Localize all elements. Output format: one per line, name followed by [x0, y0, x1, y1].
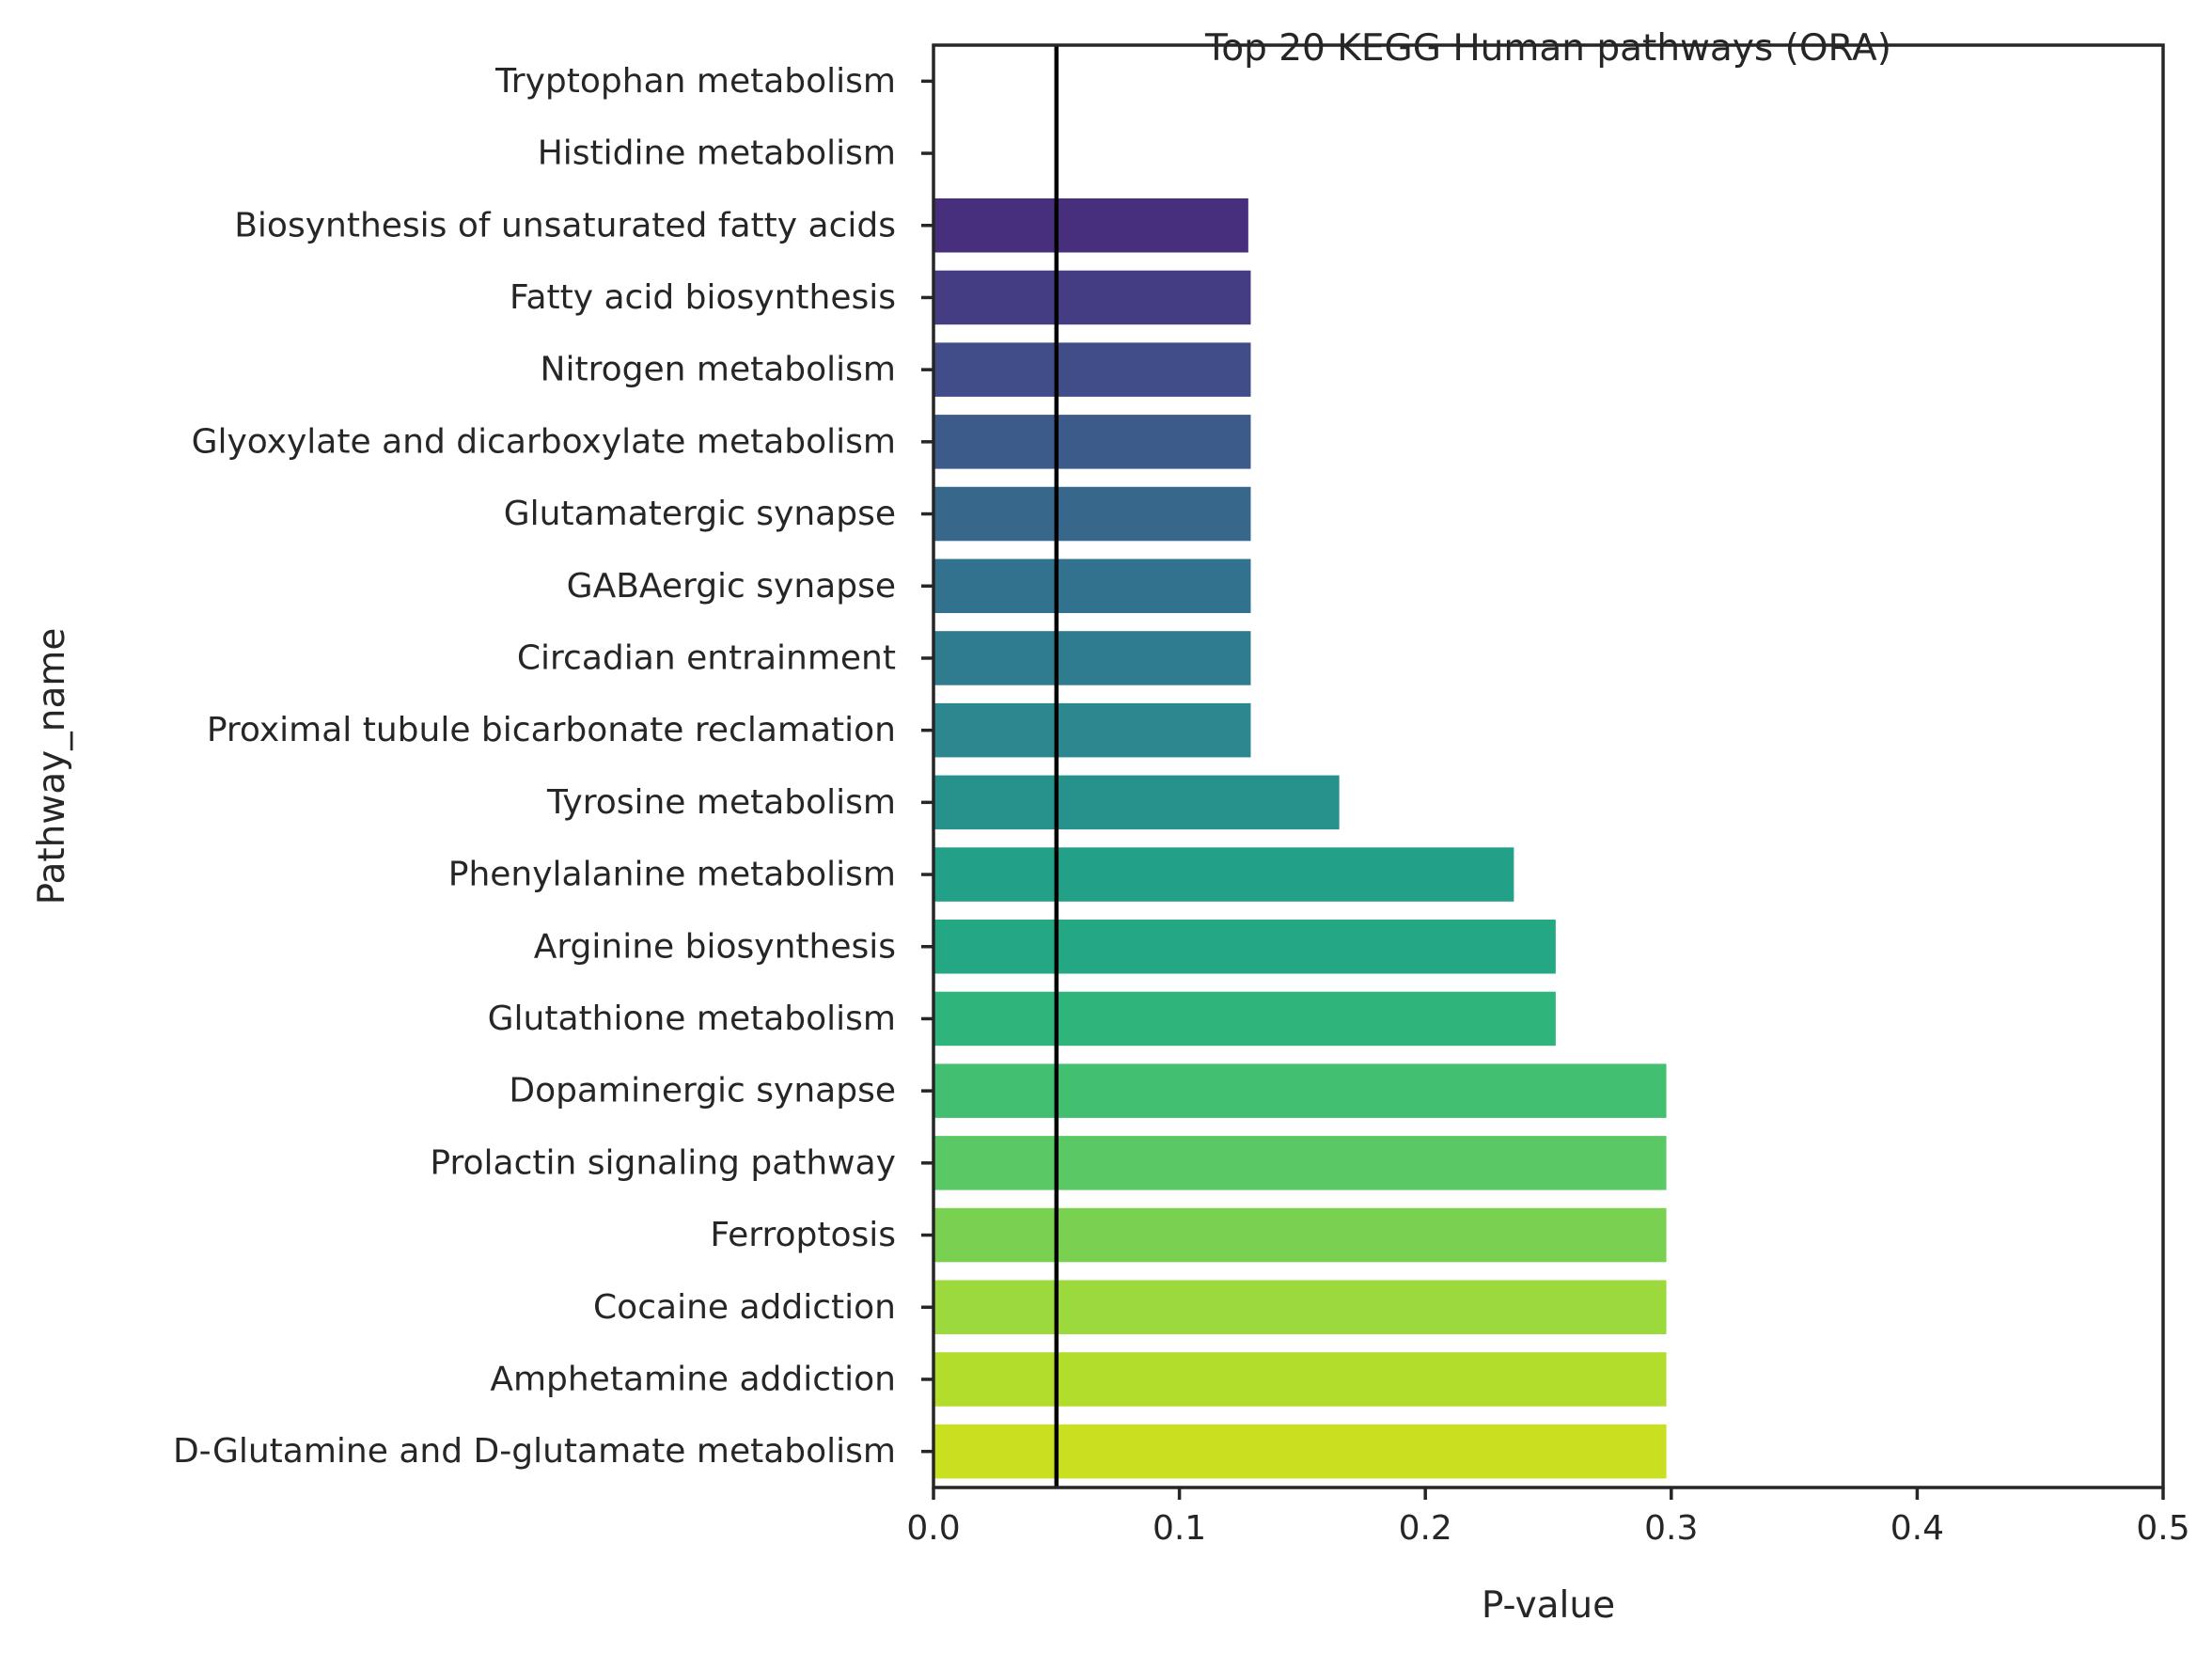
bar-glutathione-metabolism	[933, 991, 1556, 1047]
y-tick-label: Glutathione metabolism	[488, 1000, 896, 1038]
x-tick-label: 0.0	[906, 1509, 960, 1548]
y-tick-label: Glutamatergic synapse	[504, 495, 896, 533]
bar-arginine-biosynthesis	[933, 919, 1556, 974]
y-tick-label: Fatty acid biosynthesis	[510, 278, 896, 317]
y-tick-label: Nitrogen metabolism	[541, 351, 896, 389]
y-tick-label: Tyrosine metabolism	[546, 783, 896, 822]
x-tick-label: 0.5	[2136, 1509, 2189, 1548]
x-tick-label: 0.1	[1153, 1509, 1206, 1548]
y-tick-label: Tryptophan metabolism	[494, 62, 896, 101]
y-tick-label: Phenylalanine metabolism	[448, 856, 896, 894]
y-axis-ticks: Tryptophan metabolism Histidine metabolis…	[173, 62, 933, 1471]
x-tick-label: 0.4	[1890, 1509, 1944, 1548]
plot-border	[932, 43, 2165, 1489]
y-tick-label: Arginine biosynthesis	[534, 927, 896, 966]
y-tick-label: Dopaminergic synapse	[509, 1072, 896, 1110]
y-axis-label: Pathway_name	[31, 628, 73, 905]
y-tick-label: Cocaine addiction	[593, 1288, 896, 1327]
y-tick-label: Proximal tubule bicarbonate reclamation	[207, 711, 896, 749]
y-tick-label: Ferroptosis	[710, 1216, 896, 1254]
bar-biosynthesis-of-unsaturated-fatty-acids	[933, 197, 1248, 253]
bar-amphetamine-addiction	[933, 1352, 1667, 1407]
bar-tyrosine-metabolism	[933, 775, 1340, 830]
bar-proximal-tubule-bicarbonate-reclamation	[933, 702, 1251, 758]
x-axis-label: P-value	[1482, 1584, 1615, 1627]
x-axis-ticks: 0.0 0.1 0.2 0.3 0.4 0.5	[906, 1488, 2190, 1548]
bar-gabaergic-synapse	[933, 559, 1251, 614]
bar-glutamatergic-synapse	[933, 486, 1251, 542]
bar-ferroptosis	[933, 1207, 1667, 1263]
x-tick-label: 0.3	[1644, 1509, 1698, 1548]
y-tick-label: GABAergic synapse	[567, 567, 896, 606]
bar-prolactin-signaling-pathway	[933, 1136, 1667, 1190]
bar-glyoxylate-and-dicarboxylate-metabolism	[933, 415, 1251, 469]
chart-title: Top 20 KEGG Human pathways (ORA)	[1204, 27, 1891, 70]
bar-cocaine-addiction	[933, 1280, 1667, 1335]
y-tick-label: D-Glutamine and D-glutamate metabolism	[173, 1432, 896, 1471]
bar-phenylalanine-metabolism	[933, 847, 1514, 902]
bar-nitrogen-metabolism	[933, 342, 1251, 397]
bar-circadian-entrainment	[933, 631, 1251, 685]
bar-fatty-acid-biosynthesis	[933, 270, 1251, 325]
x-tick-label: 0.2	[1399, 1509, 1452, 1548]
plot-frame	[932, 43, 2165, 1489]
y-tick-label: Amphetamine addiction	[490, 1360, 896, 1398]
bar-d-glutamine-and-d-glutamate-metabolism	[933, 1424, 1667, 1479]
bars-layer	[933, 197, 1667, 1479]
bar-dopaminergic-synapse	[933, 1063, 1667, 1118]
y-tick-label: Histidine metabolism	[538, 134, 896, 173]
y-tick-label: Circadian entrainment	[517, 638, 896, 677]
y-tick-label: Glyoxylate and dicarboxylate metabolism	[192, 422, 896, 461]
y-tick-label: Biosynthesis of unsaturated fatty acids	[234, 206, 896, 244]
y-tick-label: Prolactin signaling pathway	[430, 1143, 896, 1182]
